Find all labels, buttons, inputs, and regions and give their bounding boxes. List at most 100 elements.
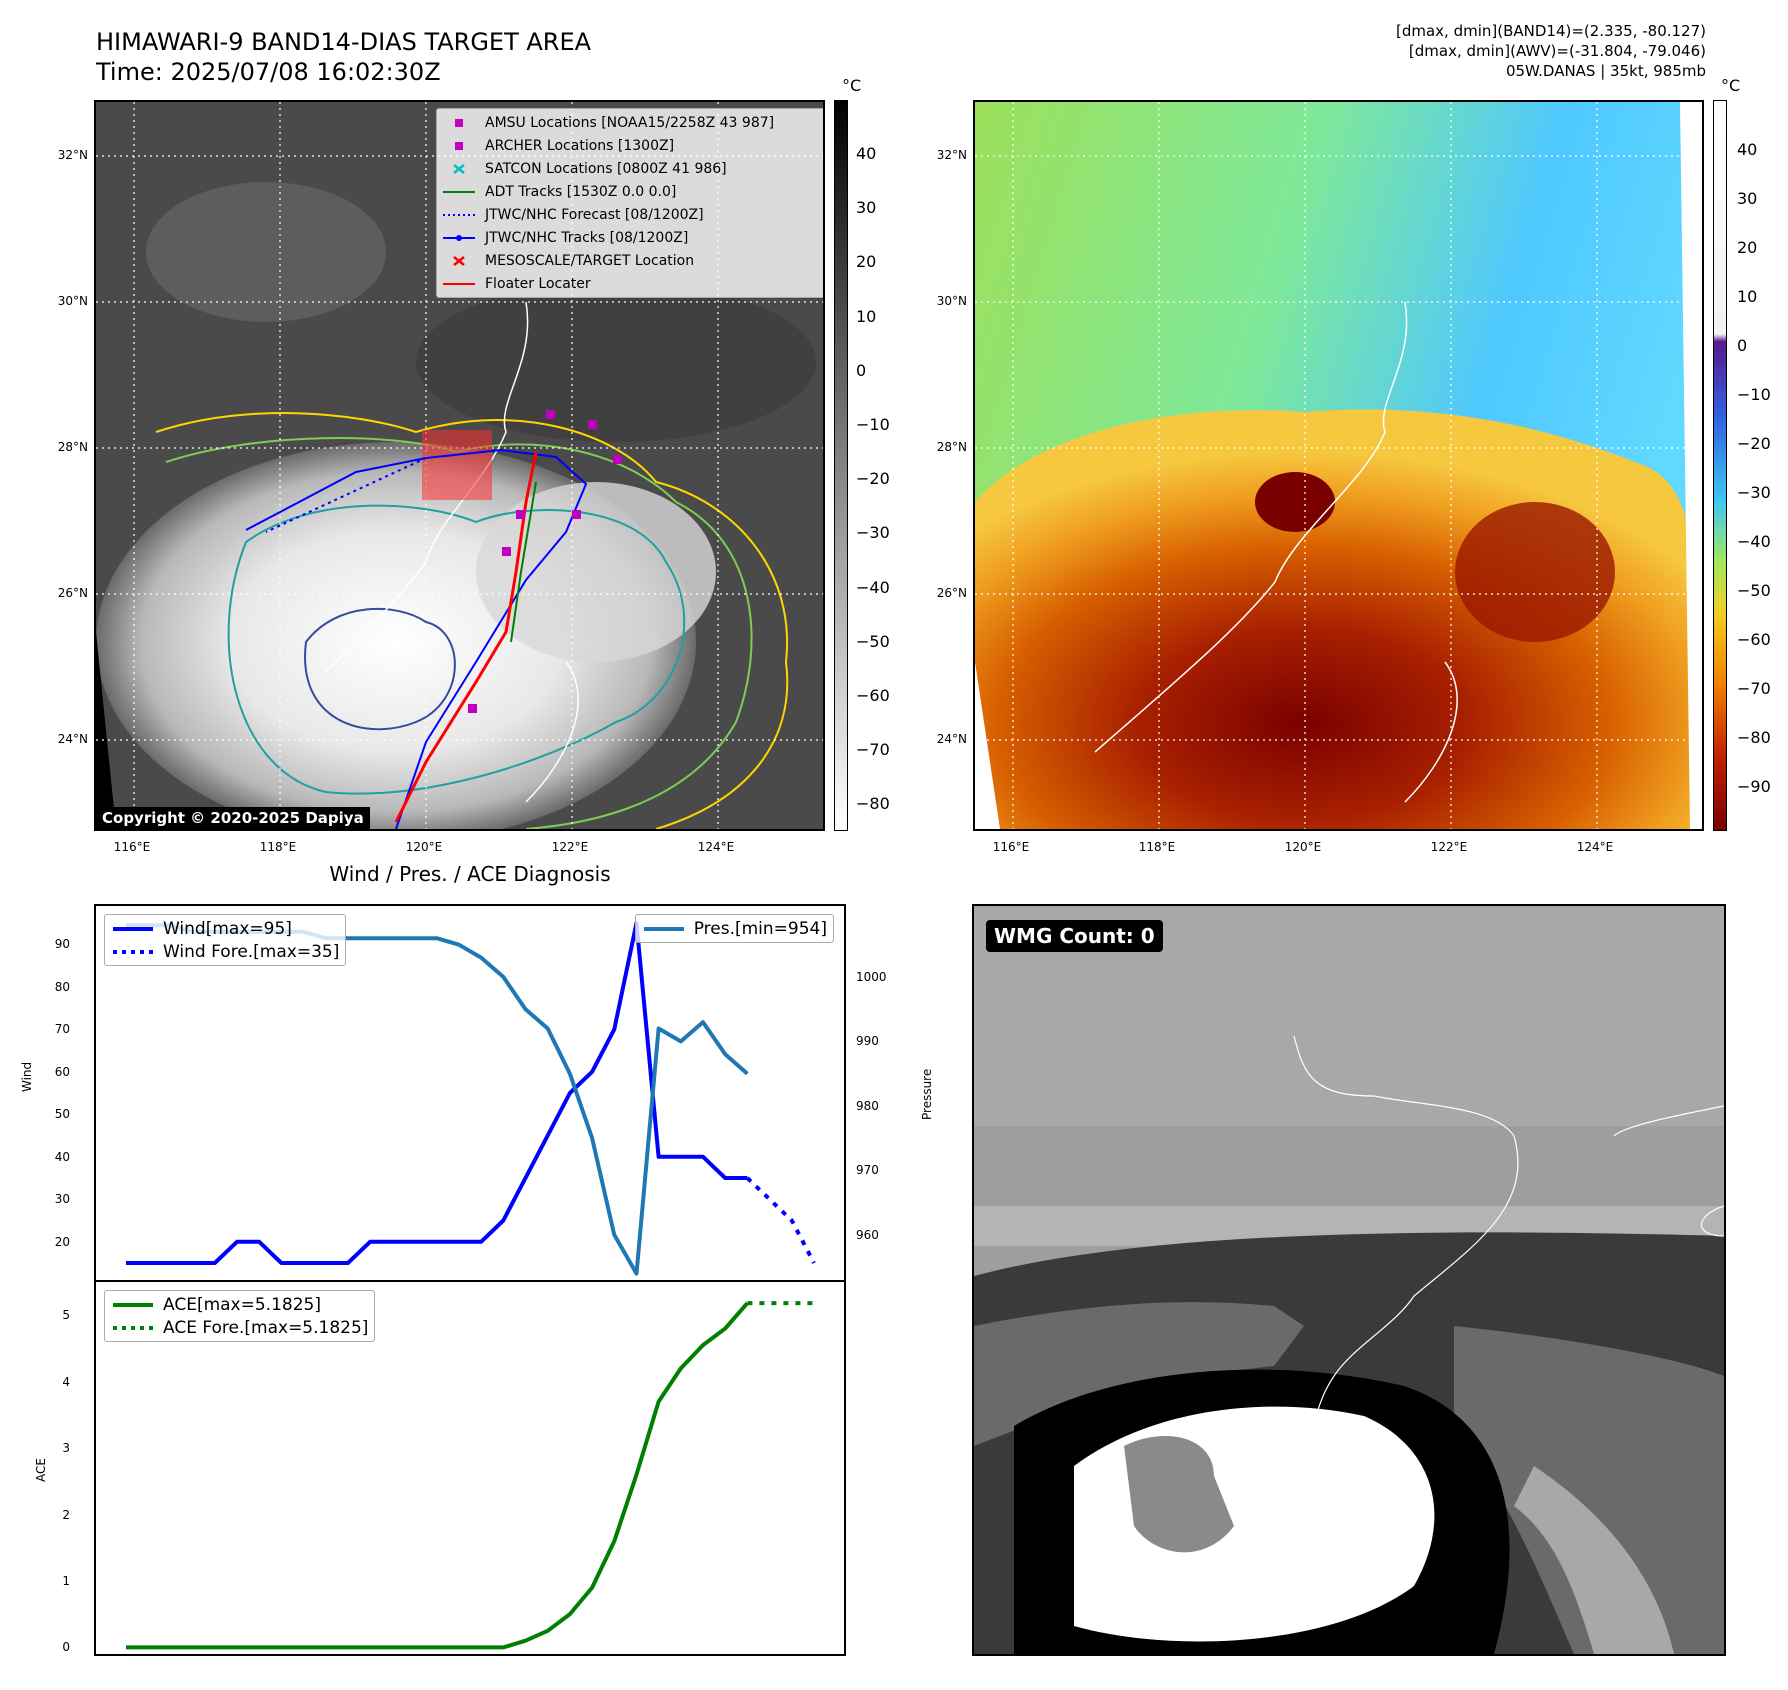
target-box: [422, 430, 492, 500]
pressure-tick: 990: [856, 1034, 879, 1049]
lon-label: 118°E: [259, 840, 297, 854]
jtwc-track: [245, 448, 588, 829]
wind-tick: 90: [54, 937, 70, 952]
legend-item: JTWC/NHC Forecast [08/1200Z]: [441, 203, 821, 226]
legend-marker-icon: [453, 163, 465, 174]
floater-locater: [394, 451, 538, 823]
dmax-band14: [dmax, dmin](BAND14)=(2.335, -80.127): [1395, 22, 1706, 40]
wmg-panel: WMG Count: 0: [972, 904, 1726, 1656]
wind-legend-label: Wind[max=95]: [163, 918, 292, 939]
legend-item: JTWC/NHC Tracks [08/1200Z]: [441, 226, 821, 249]
ir-colorbar-tick: −60: [856, 686, 890, 705]
ace-legend: ACE[max=5.1825] ACE Fore.[max=5.1825]: [104, 1290, 376, 1342]
storm-info: 05W.DANAS | 35kt, 985mb: [1505, 62, 1706, 80]
lat-label: 28°N: [57, 440, 88, 454]
ace-tick: 3: [62, 1441, 70, 1456]
legend-label: AMSU Locations [NOAA15/2258Z 43 987]: [485, 114, 775, 131]
wind-tick: 60: [54, 1064, 70, 1079]
ace-tick: 5: [62, 1308, 70, 1323]
ace-tick: 0: [62, 1640, 70, 1655]
ir-colorbar-tick: 0: [856, 360, 867, 380]
amsu-markers: [468, 410, 622, 713]
adt-track: [510, 481, 537, 643]
awv-colorbar-unit: °C: [1721, 76, 1741, 95]
lon-label: 116°E: [992, 840, 1030, 854]
contour-navy: [304, 607, 456, 731]
awv-colorbar-tick: 10: [1737, 287, 1758, 306]
coastline: [325, 301, 579, 803]
contour-green: [165, 437, 753, 829]
lon-label: 120°E: [1284, 840, 1322, 854]
legend-marker-icon: [443, 213, 475, 216]
legend-marker-icon: [443, 282, 475, 285]
ace-forecast-legend-label: ACE Fore.[max=5.1825]: [163, 1317, 369, 1338]
lon-label: 116°E: [113, 840, 151, 854]
awv-map-image: [975, 102, 1702, 829]
legend-label: JTWC/NHC Forecast [08/1200Z]: [485, 206, 704, 223]
ir-colorbar-tick: 20: [856, 252, 877, 272]
legend-label: SATCON Locations [0800Z 41 986]: [485, 160, 727, 177]
awv-colorbar-tick: −60: [1737, 630, 1771, 649]
legend-label: JTWC/NHC Tracks [08/1200Z]: [485, 229, 689, 246]
ir-colorbar-tick: 30: [856, 198, 877, 218]
legend-item: MESOSCALE/TARGET Location: [441, 249, 821, 272]
ir-colorbar: [834, 100, 848, 831]
awv-map-panel: [973, 100, 1704, 831]
pressure-tick: 980: [856, 1098, 879, 1113]
awv-coastline: [1094, 301, 1458, 803]
legend-item: AMSU Locations [NOAA15/2258Z 43 987]: [441, 111, 821, 134]
lat-label: 26°N: [936, 586, 967, 600]
dmax-awv: [dmax, dmin](AWV)=(-31.804, -79.046): [1408, 42, 1706, 60]
ace-chart: ACE[max=5.1825] ACE Fore.[max=5.1825]: [94, 1280, 846, 1656]
wind-tick: 50: [54, 1107, 70, 1122]
legend-item: Floater Locater: [441, 272, 821, 295]
ace-axis-label: ACE: [34, 1458, 48, 1482]
legend-item: ADT Tracks [1530Z 0.0 0.0]: [441, 180, 821, 203]
legend-label: ADT Tracks [1530Z 0.0 0.0]: [485, 183, 677, 200]
ir-colorbar-tick: −40: [856, 577, 890, 597]
wind-pres-chart: Wind[max=95] Wind Fore.[max=35] Pres.[mi…: [94, 904, 846, 1282]
wind-tick: 80: [54, 979, 70, 994]
awv-colorbar-tick: −70: [1737, 679, 1771, 698]
awv-colorbar-tick: 40: [1737, 140, 1758, 159]
contour-teal: [227, 504, 686, 795]
figure-title: HIMAWARI-9 BAND14-DIAS TARGET AREA: [96, 28, 592, 56]
legend-label: MESOSCALE/TARGET Location: [485, 252, 695, 269]
series-line: [126, 923, 749, 1276]
pres-legend: Pres.[min=954]: [634, 914, 834, 943]
awv-colorbar-tick: −90: [1737, 777, 1771, 796]
awv-colorbar-tick: −10: [1737, 385, 1771, 404]
pressure-axis-label: Pressure: [920, 1068, 934, 1120]
lat-label: 28°N: [936, 440, 967, 454]
ir-colorbar-tick: −10: [856, 415, 890, 434]
awv-colorbar-tick: −50: [1737, 581, 1771, 600]
lon-label: 122°E: [1430, 840, 1468, 854]
awv-colorbar-tick: −30: [1737, 483, 1771, 502]
jtwc-forecast: [265, 457, 427, 533]
legend-label: ARCHER Locations [1300Z]: [485, 137, 675, 154]
legend-marker-icon: [455, 118, 463, 127]
legend-marker-icon: [443, 190, 475, 193]
ir-colorbar-tick: 40: [856, 144, 877, 163]
awv-colorbar-tick: −80: [1737, 728, 1771, 747]
wind-tick: 20: [54, 1234, 70, 1249]
ace-tick: 2: [62, 1507, 70, 1522]
pressure-tick: 1000: [856, 969, 887, 984]
awv-colorbar-tick: −40: [1737, 532, 1771, 551]
lat-label: 26°N: [57, 586, 88, 600]
wind-axis-label: Wind: [20, 1061, 34, 1092]
wmg-coastline: [1293, 1035, 1724, 1507]
ir-colorbar-tick: −30: [856, 523, 890, 543]
legend-item: ARCHER Locations [1300Z]: [441, 134, 821, 157]
wind-legend: Wind[max=95] Wind Fore.[max=35]: [104, 914, 347, 966]
lat-label: 24°N: [57, 732, 88, 746]
ir-colorbar-tick: −50: [856, 631, 890, 651]
awv-colorbar-tick: 0: [1737, 336, 1748, 355]
lon-label: 120°E: [405, 840, 443, 854]
legend-label: Floater Locater: [485, 275, 591, 292]
pressure-tick: 960: [856, 1227, 879, 1242]
figure-time: Time: 2025/07/08 16:02:30Z: [96, 58, 441, 86]
contour-yellow: [155, 412, 789, 829]
ace-tick: 4: [62, 1374, 70, 1389]
lon-label: 124°E: [1576, 840, 1614, 854]
